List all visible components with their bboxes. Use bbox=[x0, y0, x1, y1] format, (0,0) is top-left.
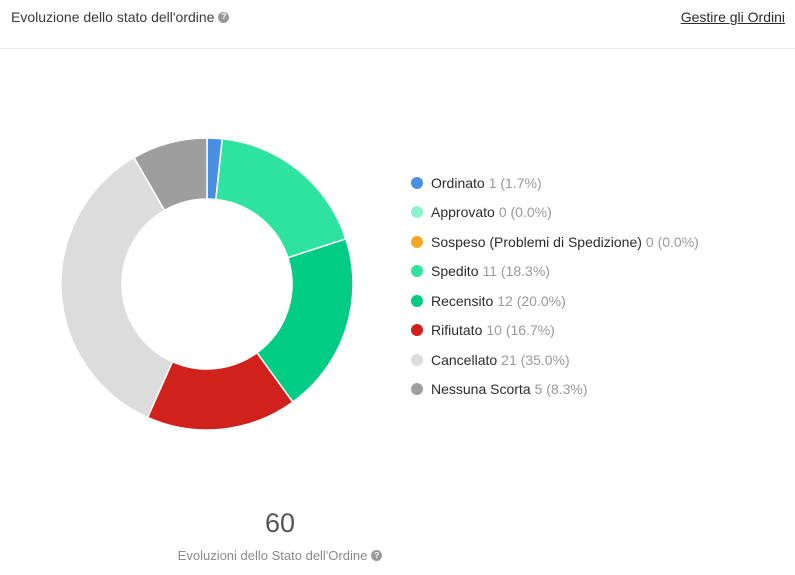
widget-title: Evoluzione dello stato dell'ordine bbox=[11, 9, 215, 25]
question-circle-icon[interactable]: ? bbox=[218, 11, 230, 23]
chart-legend: Ordinato 1 (1.7%) Approvato 0 (0.0%) Sospeso… bbox=[411, 168, 699, 404]
total-caption: Evoluzioni dello Stato dell'Ordine bbox=[177, 548, 368, 563]
donut-slices bbox=[60, 137, 354, 431]
legend-label: Rifiutato bbox=[431, 322, 483, 339]
legend-label: Spedito bbox=[431, 263, 479, 280]
legend-item[interactable]: Spedito 11 (18.3%) bbox=[411, 257, 699, 287]
legend-item[interactable]: Nessuna Scorta 5 (8.3%) bbox=[411, 375, 699, 405]
widget-header: Evoluzione dello stato dell'ordine ? Ges… bbox=[0, 0, 795, 49]
legend-label: Cancellato bbox=[431, 351, 498, 368]
legend-value: 21 (35.0%) bbox=[501, 351, 570, 368]
total-count: 60 bbox=[264, 508, 296, 538]
legend-value: 11 (18.3%) bbox=[482, 263, 550, 280]
legend-item[interactable]: Rifiutato 10 (16.7%) bbox=[411, 316, 699, 346]
legend-value: 10 (16.7%) bbox=[486, 322, 555, 339]
legend-value: 1 (1.7%) bbox=[488, 174, 542, 191]
legend-swatch bbox=[411, 324, 423, 337]
donut-slice-nessuna-scorta[interactable] bbox=[132, 137, 208, 212]
manage-orders-link[interactable]: Gestire gli Ordini bbox=[680, 9, 785, 25]
legend-item[interactable]: Ordinato 1 (1.7%) bbox=[411, 168, 699, 198]
legend-label: Nessuna Scorta bbox=[431, 381, 531, 398]
legend-label: Approvato bbox=[431, 204, 495, 221]
legend-label: Ordinato bbox=[431, 174, 485, 191]
legend-swatch bbox=[411, 383, 423, 396]
legend-value: 5 (8.3%) bbox=[534, 381, 588, 398]
donut-slice-spedito[interactable] bbox=[215, 137, 347, 259]
donut-slice-cancellato[interactable] bbox=[60, 156, 174, 419]
legend-item[interactable]: Recensito 12 (20.0%) bbox=[411, 286, 699, 316]
legend-item[interactable]: Approvato 0 (0.0%) bbox=[411, 198, 699, 228]
question-circle-icon[interactable]: ? bbox=[371, 550, 383, 561]
donut-chart bbox=[60, 137, 354, 431]
legend-item[interactable]: Cancellato 21 (35.0%) bbox=[411, 345, 699, 375]
legend-swatch bbox=[411, 176, 423, 189]
legend-swatch bbox=[411, 206, 423, 219]
legend-swatch bbox=[411, 235, 423, 248]
legend-label: Recensito bbox=[431, 292, 494, 309]
legend-value: 0 (0.0%) bbox=[498, 204, 552, 221]
legend-swatch bbox=[411, 294, 423, 307]
legend-value: 0 (0.0%) bbox=[645, 233, 699, 250]
widget-title-wrapper: Evoluzione dello stato dell'ordine ? bbox=[11, 9, 230, 25]
legend-swatch bbox=[411, 265, 423, 278]
legend-item[interactable]: Sospeso (Problemi di Spedizione) 0 (0.0%) bbox=[411, 227, 699, 257]
total-caption-wrapper: Evoluzioni dello Stato dell'Ordine ? bbox=[0, 548, 560, 563]
donut-slice-recensito[interactable] bbox=[255, 237, 354, 404]
legend-value: 12 (20.0%) bbox=[497, 292, 566, 309]
legend-label: Sospeso (Problemi di Spedizione) bbox=[431, 233, 642, 250]
legend-swatch bbox=[411, 353, 423, 366]
